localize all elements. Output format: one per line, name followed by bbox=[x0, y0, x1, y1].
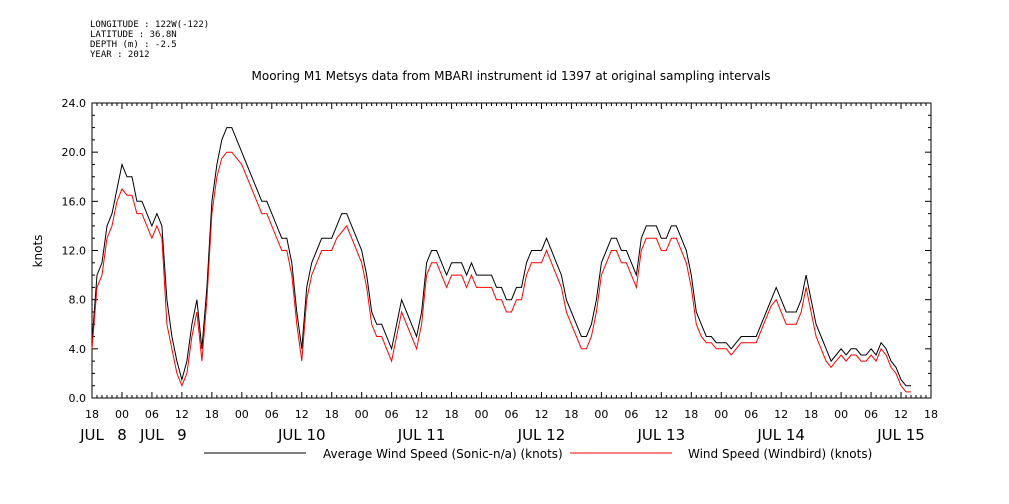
x-hour-label: 12 bbox=[175, 408, 189, 421]
x-hour-label: 12 bbox=[295, 408, 309, 421]
axes: 0.0 4.0 8.0 12.0 16.0 20.0 24.0 18 00 06 12 18 00 06 1… bbox=[62, 97, 939, 444]
x-hour-label: 12 bbox=[894, 408, 908, 421]
chart-title: Mooring M1 Metsys data from MBARI instru… bbox=[252, 69, 771, 83]
x-hour-label: 00 bbox=[355, 408, 369, 421]
x-hour-label: 18 bbox=[924, 408, 938, 421]
x-day-label: JUL bbox=[79, 426, 104, 444]
y-tick-label: 0.0 bbox=[69, 392, 87, 405]
x-day-label: 8 bbox=[117, 426, 127, 444]
series-line-windbird bbox=[91, 151, 911, 393]
x-day-label: JUL bbox=[139, 426, 164, 444]
legend: Average Wind Speed (Sonic-n/a) (knots) W… bbox=[204, 447, 872, 461]
x-hour-label: 06 bbox=[624, 408, 638, 421]
x-hour-label: 12 bbox=[774, 408, 788, 421]
legend-label-windbird: Wind Speed (Windbird) (knots) bbox=[688, 447, 872, 461]
x-hour-label: 06 bbox=[864, 408, 878, 421]
x-hour-label: 00 bbox=[115, 408, 129, 421]
latitude-text: LATITUDE : 36.8N bbox=[90, 30, 177, 40]
x-day-label: JUL 11 bbox=[397, 426, 446, 444]
x-hour-label: 06 bbox=[145, 408, 159, 421]
depth-text: DEPTH (m) : -2.5 bbox=[90, 40, 177, 50]
x-day-label: JUL 12 bbox=[517, 426, 566, 444]
year-text: YEAR : 2012 bbox=[90, 50, 150, 60]
station-metadata: LONGITUDE : 122W(-122) LATITUDE : 36.8N … bbox=[90, 20, 209, 60]
x-hour-label: 06 bbox=[385, 408, 399, 421]
x-hour-label: 00 bbox=[475, 408, 489, 421]
y-tick-label: 8.0 bbox=[69, 294, 87, 307]
y-tick-label: 24.0 bbox=[62, 97, 87, 110]
x-day-label: JUL 13 bbox=[637, 426, 686, 444]
x-hour-label: 00 bbox=[714, 408, 728, 421]
x-hour-label: 06 bbox=[265, 408, 279, 421]
x-hour-label: 12 bbox=[415, 408, 429, 421]
longitude-text: LONGITUDE : 122W(-122) bbox=[90, 20, 210, 30]
x-hour-label: 12 bbox=[534, 408, 548, 421]
y-tick-label: 16.0 bbox=[62, 195, 87, 208]
x-hour-label: 18 bbox=[205, 408, 219, 421]
y-tick-label: 4.0 bbox=[69, 343, 87, 356]
x-hour-label: 18 bbox=[325, 408, 339, 421]
x-hour-label: 00 bbox=[594, 408, 608, 421]
x-day-label: 9 bbox=[177, 426, 187, 444]
x-hour-label: 18 bbox=[564, 408, 578, 421]
y-tick-label: 12.0 bbox=[62, 245, 87, 258]
x-hour-label: 06 bbox=[744, 408, 758, 421]
legend-label-sonic: Average Wind Speed (Sonic-n/a) (knots) bbox=[323, 447, 563, 461]
series-line-sonic bbox=[91, 127, 911, 387]
x-hour-label: 18 bbox=[445, 408, 459, 421]
x-day-label: JUL 15 bbox=[876, 426, 925, 444]
x-hour-label: 12 bbox=[654, 408, 668, 421]
x-hour-label: 18 bbox=[85, 408, 99, 421]
series-layer bbox=[91, 127, 911, 393]
y-axis-label: knots bbox=[31, 235, 45, 268]
x-hour-label: 18 bbox=[804, 408, 818, 421]
x-hour-label: 18 bbox=[684, 408, 698, 421]
plot-frame bbox=[91, 102, 932, 399]
x-day-label: JUL 14 bbox=[756, 426, 805, 444]
x-hour-label: 00 bbox=[235, 408, 249, 421]
x-day-label: JUL 10 bbox=[277, 426, 326, 444]
x-hour-label: 06 bbox=[505, 408, 519, 421]
y-tick-label: 20.0 bbox=[62, 146, 87, 159]
x-hour-label: 00 bbox=[834, 408, 848, 421]
